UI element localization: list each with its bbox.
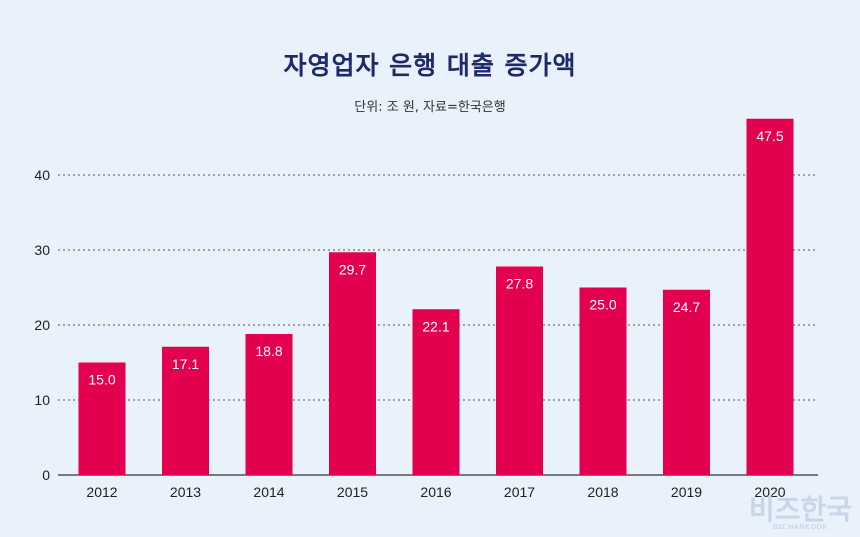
x-tick-label: 2012	[86, 484, 117, 500]
bar	[579, 287, 627, 475]
bar-value-labels: 15.0 17.1 18.8 29.7 22.1 27.8 25.0 24.7 47.5	[88, 128, 783, 388]
y-tick-label: 20	[34, 317, 50, 333]
x-tick-label: 2020	[754, 484, 785, 500]
bar	[746, 118, 794, 475]
bar	[78, 362, 126, 475]
x-tick-labels: 2012 2013 2014 2015 2016 2017 2018 2019 2020	[86, 484, 785, 500]
bar	[663, 289, 710, 475]
x-tick-label: 2017	[504, 484, 535, 500]
x-tick-label: 2018	[587, 484, 618, 500]
chart-title: 자영업자 은행 대출 증가액	[283, 51, 577, 80]
y-tick-label: 30	[34, 242, 50, 258]
chart-subtitle: 단위: 조 원, 자료=한국은행	[354, 100, 506, 115]
x-tick-label: 2019	[671, 484, 702, 500]
bar-value-label: 25.0	[589, 297, 616, 313]
bar	[245, 334, 293, 475]
logo-subtext: BIZ.HANKOOK	[773, 524, 828, 531]
bar	[496, 266, 543, 475]
bar-value-label: 18.8	[255, 343, 282, 359]
bar-value-label: 29.7	[339, 261, 366, 277]
x-tick-label: 2014	[253, 484, 284, 500]
y-tick-labels: 0 10 20 30 40	[34, 167, 50, 483]
brand-logo: 비즈한국 BIZ.HANKOOK	[748, 493, 852, 532]
y-tick-label: 10	[34, 392, 50, 408]
bar-value-label: 47.5	[756, 128, 783, 144]
y-tick-label: 0	[42, 467, 50, 483]
bar-value-label: 24.7	[673, 299, 700, 315]
x-tick-label: 2016	[420, 484, 451, 500]
bar-value-label: 15.0	[88, 372, 115, 388]
logo-text: 비즈한국	[748, 493, 852, 526]
bar	[162, 346, 209, 475]
bar-value-label: 17.1	[172, 356, 199, 372]
bar	[329, 252, 376, 475]
bars	[78, 118, 794, 475]
x-tick-label: 2013	[170, 484, 201, 500]
x-tick-label: 2015	[337, 484, 368, 500]
bar-value-label: 22.1	[422, 318, 449, 334]
bar-value-label: 27.8	[506, 276, 533, 292]
y-tick-label: 40	[34, 167, 50, 183]
bar	[412, 309, 460, 475]
